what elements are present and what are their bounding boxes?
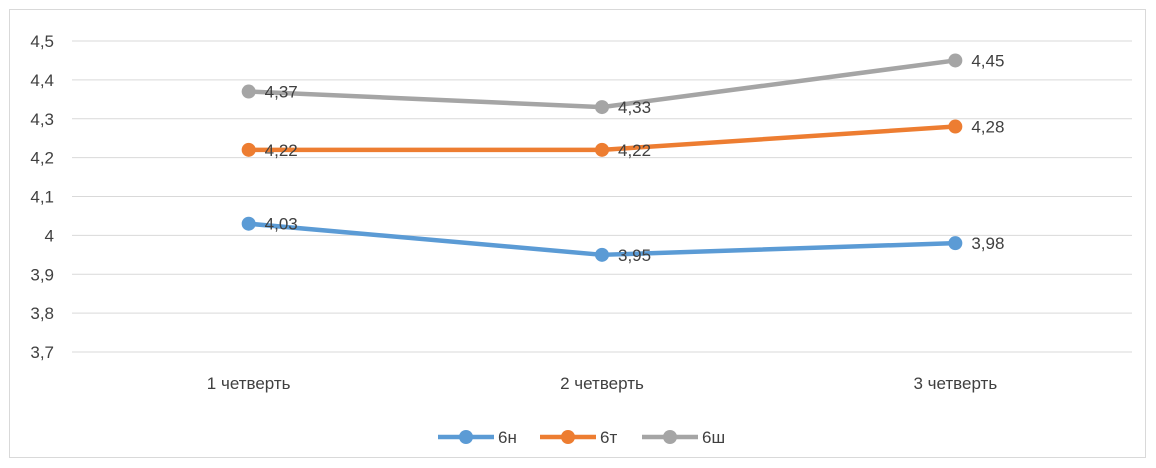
data-label: 4,28: [971, 118, 1004, 137]
data-label: 4,45: [971, 51, 1004, 70]
data-label: 4,22: [618, 141, 651, 160]
data-label: 4,37: [265, 83, 298, 102]
y-tick-label: 3,7: [30, 343, 54, 362]
y-tick-label: 4: [45, 226, 54, 245]
y-tick-label: 4,2: [30, 149, 54, 168]
legend-marker-0: [459, 430, 473, 444]
legend-label: 6ш: [702, 428, 725, 447]
data-label: 4,33: [618, 98, 651, 117]
legend-label: 6т: [600, 428, 617, 447]
data-point: [241, 142, 256, 157]
x-tick-label: 3 четверть: [913, 374, 997, 393]
data-label: 4,03: [265, 215, 298, 234]
y-tick-label: 3,8: [30, 304, 54, 323]
legend-label: 6н: [498, 428, 517, 447]
data-point: [595, 142, 609, 157]
data-point: [595, 100, 609, 115]
y-tick-label: 4,3: [30, 110, 54, 129]
y-tick-label: 3,9: [30, 265, 54, 284]
chart-area: [9, 9, 1146, 458]
data-point: [595, 247, 609, 262]
data-point: [948, 53, 963, 68]
legend-marker-1: [561, 430, 575, 444]
y-tick-label: 4,1: [30, 188, 54, 207]
x-tick-label: 1 четверть: [207, 374, 291, 393]
data-point: [241, 216, 256, 231]
data-label: 3,98: [971, 234, 1004, 253]
data-label: 4,22: [265, 141, 298, 160]
data-point: [948, 236, 963, 251]
x-tick-label: 2 четверть: [560, 374, 644, 393]
data-label: 3,95: [618, 246, 651, 265]
data-point: [948, 119, 963, 134]
data-point: [241, 84, 256, 99]
y-tick-label: 4,5: [30, 32, 54, 51]
legend-marker-2: [663, 430, 677, 444]
y-tick-label: 4,4: [30, 71, 54, 90]
